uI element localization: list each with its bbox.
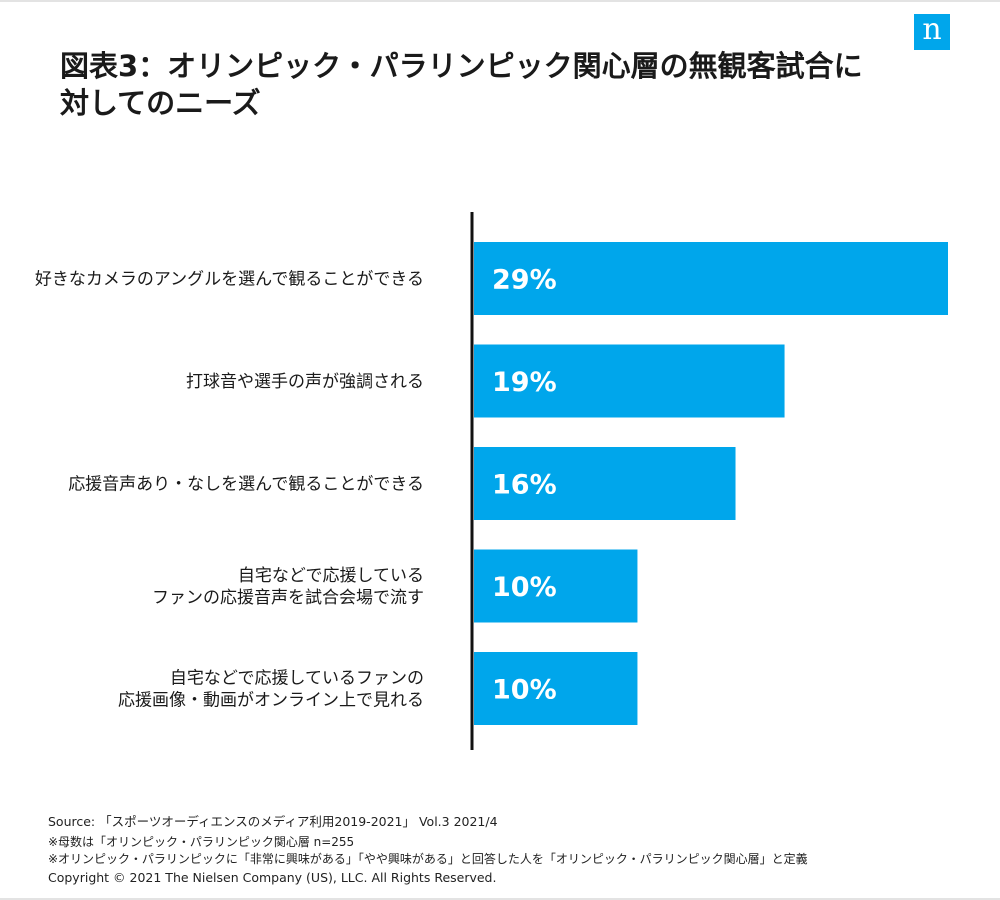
page-title: 図表3：オリンピック・パラリンピック関心層の無観客試合に対してのニーズ [60, 49, 863, 120]
category-label-4: 自宅などで応援しているファンの応援音声を試合会場で流す [152, 566, 424, 608]
category-label-2: 打球音や選手の声が強調される [186, 372, 424, 392]
bar-3 [474, 447, 736, 520]
top-border [0, 0, 1000, 2]
category-label-3: 応援音声あり・なしを選んで観ることができる [68, 475, 424, 495]
value-label-4: 10% [492, 572, 557, 603]
category-label-line: 好きなカメラのアングルを選んで観ることができる [35, 270, 424, 290]
category-label-5: 自宅などで応援しているファンの応援画像・動画がオンライン上で見れる [118, 669, 424, 711]
category-label-line: 打球音や選手の声が強調される [186, 372, 424, 392]
bar-5 [474, 652, 638, 725]
category-label-line: 自宅などで応援している [238, 566, 424, 586]
category-label-1: 好きなカメラのアングルを選んで観ることができる [35, 270, 424, 290]
nielsen-logo: n [914, 14, 950, 50]
copyright-note: Copyright © 2021 The Nielsen Company (US… [48, 870, 497, 885]
category-label-line: ファンの応援音声を試合会場で流す [152, 588, 424, 608]
category-label-line: 応援音声あり・なしを選んで観ることができる [68, 475, 424, 495]
value-label-3: 16% [492, 470, 557, 501]
value-labels: 29% 19% 16% 10% 10% [492, 265, 557, 706]
value-label-1: 29% [492, 265, 557, 296]
category-label-line: 自宅などで応援しているファンの [170, 669, 424, 689]
bar-1 [474, 242, 948, 315]
bottom-border [0, 898, 1000, 900]
bars-layer [474, 242, 948, 725]
sample-size-note: ※母数は「オリンピック・パラリンピック関心層 n=255 [48, 835, 355, 849]
definition-note: ※オリンピック・パラリンピックに「非常に興味がある」「やや興味がある」と回答した… [48, 852, 808, 866]
source-note: Source: 「スポーツオーディエンスのメディア利用2019-2021」 Vo… [48, 814, 498, 829]
bar-4 [474, 549, 638, 623]
category-labels: 好きなカメラのアングルを選んで観ることができる打球音や選手の声が強調される応援音… [35, 270, 424, 711]
bar-2 [474, 344, 785, 418]
value-label-2: 19% [492, 367, 557, 398]
category-label-line: 応援画像・動画がオンライン上で見れる [118, 691, 424, 711]
value-label-5: 10% [492, 675, 557, 706]
